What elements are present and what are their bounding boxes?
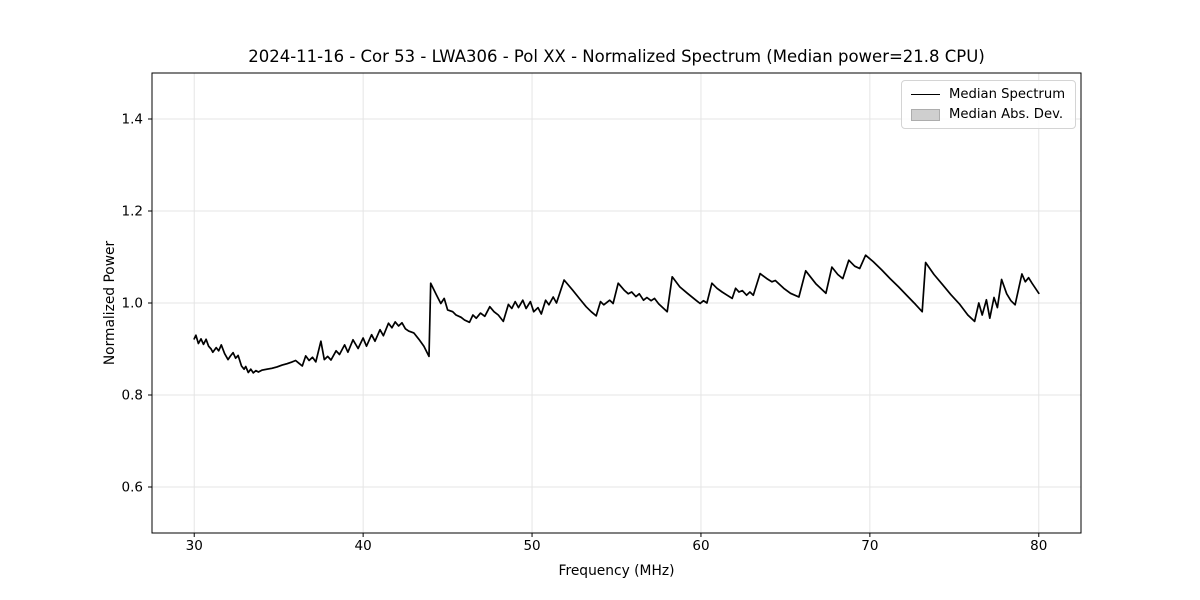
x-tick-label: 80 bbox=[1030, 538, 1047, 554]
median-spectrum-line bbox=[193, 254, 1040, 374]
y-tick-label: 1.2 bbox=[122, 204, 143, 220]
line-swatch-icon bbox=[911, 94, 940, 95]
x-tick-label: 60 bbox=[692, 538, 709, 554]
x-tick-label: 30 bbox=[186, 538, 203, 554]
y-tick-label: 0.8 bbox=[122, 388, 143, 404]
legend-item-median-spectrum: Median Spectrum bbox=[911, 87, 1065, 102]
x-axis-label: Frequency (MHz) bbox=[558, 563, 675, 579]
y-tick-label: 1.4 bbox=[122, 112, 143, 128]
legend: Median Spectrum Median Abs. Dev. bbox=[901, 80, 1077, 129]
chart-title: 2024-11-16 - Cor 53 - LWA306 - Pol XX - … bbox=[248, 47, 985, 66]
patch-swatch-icon bbox=[911, 108, 940, 121]
legend-label-median-abs-dev: Median Abs. Dev. bbox=[949, 107, 1064, 122]
legend-label-median-spectrum: Median Spectrum bbox=[949, 87, 1066, 102]
x-tick-label: 40 bbox=[355, 538, 372, 554]
x-tick-label: 50 bbox=[523, 538, 540, 554]
y-tick-label: 0.6 bbox=[122, 480, 143, 496]
mad-band bbox=[194, 254, 1039, 374]
y-axis-label: Normalized Power bbox=[102, 240, 118, 366]
x-tick-label: 70 bbox=[861, 538, 878, 554]
y-tick-label: 1.0 bbox=[122, 296, 143, 312]
legend-item-median-abs-dev: Median Abs. Dev. bbox=[911, 107, 1065, 122]
